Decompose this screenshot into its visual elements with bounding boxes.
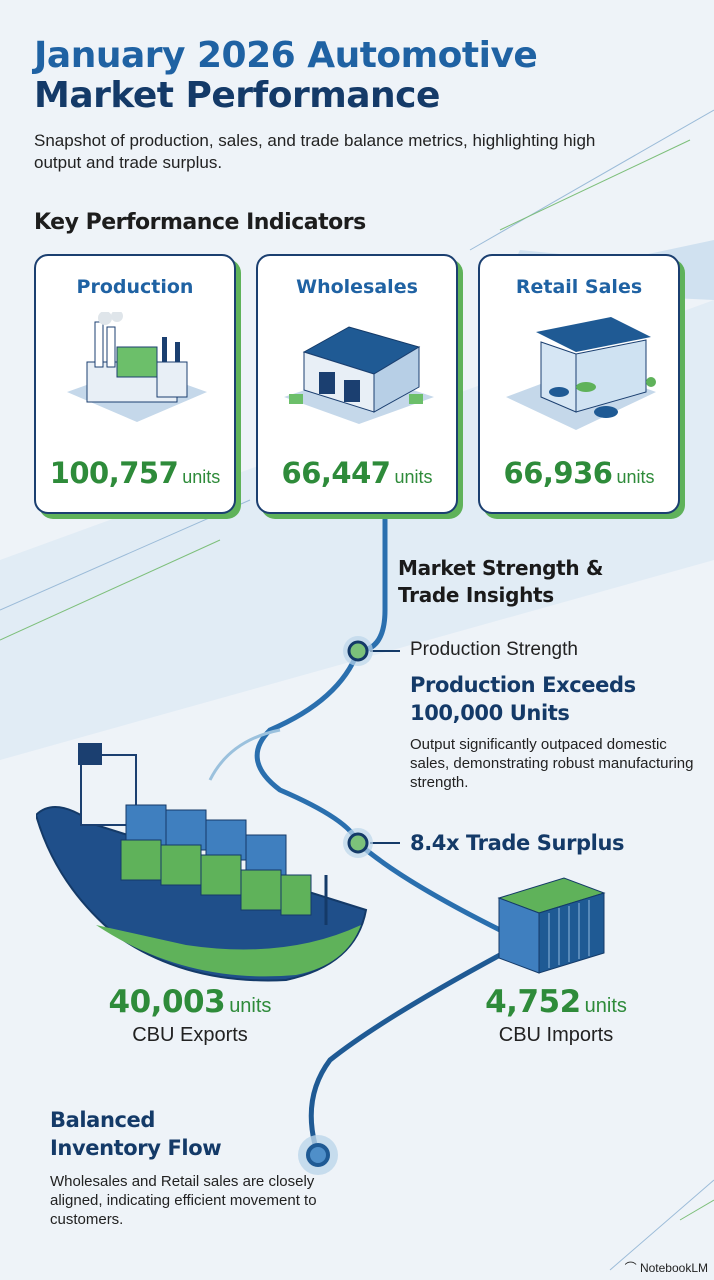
shipping-container-icon — [497, 877, 606, 974]
exports-value: 40,003 units — [108, 984, 272, 1020]
card-title: Production — [76, 276, 194, 298]
notebooklm-watermark: ⌒ NotebookLM — [624, 1261, 708, 1275]
page-title: January 2026 Automotive Market Performanc… — [34, 35, 538, 116]
kpi-value: 100,757 units — [49, 456, 221, 490]
kpi-value: 66,936 units — [503, 456, 655, 490]
card-title: Wholesales — [296, 276, 418, 298]
kpi-value: 66,447 units — [281, 456, 433, 490]
title-line-1: January 2026 Automotive — [34, 35, 538, 76]
title-line-2: Market Performance — [34, 75, 440, 116]
kpi-card-retail-sales: Retail Sales 66,936 units — [478, 254, 680, 514]
notebooklm-logo-icon: ⌒ — [624, 1261, 640, 1275]
subtitle: Snapshot of production, sales, and trade… — [34, 131, 596, 172]
production-exceeds-title: Production Exceeds 100,000 Units — [410, 673, 636, 725]
insights-heading: Market Strength & Trade Insights — [398, 556, 604, 607]
kpi-card-production: Production 100,757 units — [34, 254, 236, 514]
production-description: Output significantly outpaced domestic s… — [410, 736, 694, 791]
inventory-description: Wholesales and Retail sales are closely … — [50, 1173, 317, 1228]
imports-label: CBU Imports — [498, 1024, 614, 1046]
factory-icon — [67, 312, 207, 422]
exports-label: CBU Exports — [132, 1024, 248, 1046]
inventory-title: Balanced Inventory Flow — [50, 1108, 222, 1160]
imports-value: 4,752 units — [485, 984, 627, 1020]
cargo-ship-icon — [36, 743, 368, 982]
timeline-node-trade — [343, 828, 373, 858]
timeline-node-inventory — [298, 1135, 338, 1175]
trade-surplus-title: 8.4x Trade Surplus — [410, 831, 625, 855]
warehouse-icon — [284, 326, 434, 424]
kpi-card-wholesales: Wholesales 66,447 units — [256, 254, 458, 514]
card-title: Retail Sales — [515, 276, 643, 298]
timeline-node-production — [343, 636, 373, 666]
production-strength-label: Production Strength — [410, 639, 578, 660]
kpi-heading: Key Performance Indicators — [34, 210, 366, 235]
dealership-icon — [506, 317, 656, 430]
